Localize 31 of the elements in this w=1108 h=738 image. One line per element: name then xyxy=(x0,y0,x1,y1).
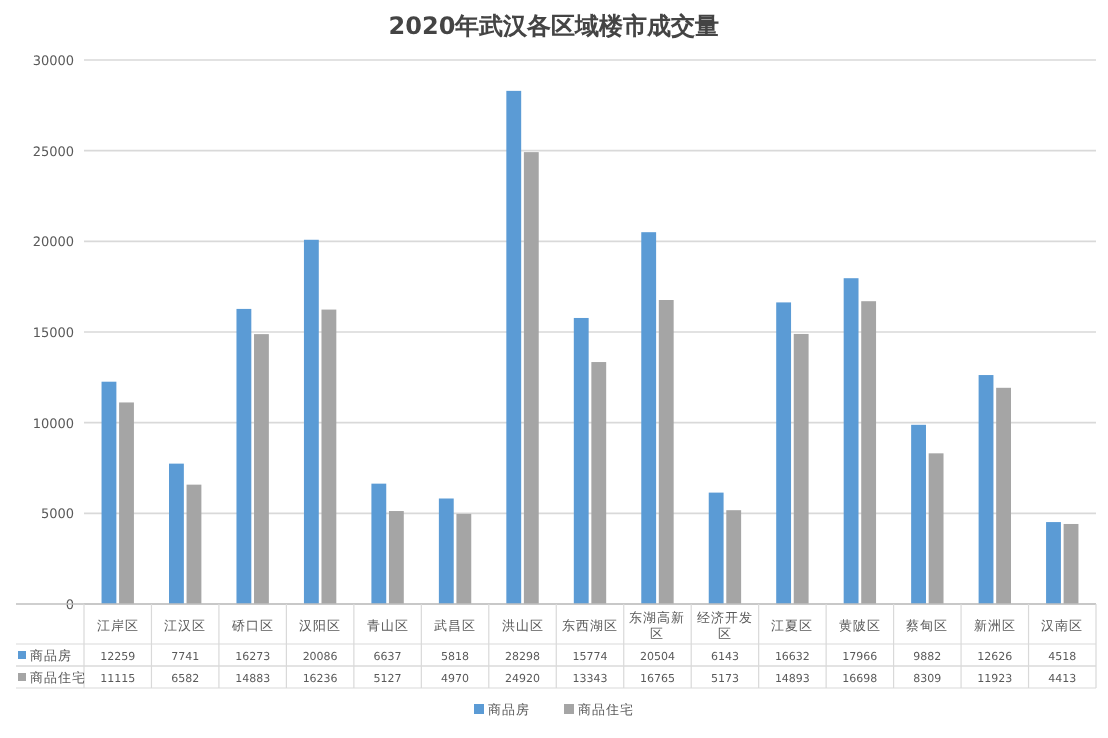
bar xyxy=(506,90,522,604)
bar xyxy=(708,492,724,604)
bar xyxy=(843,278,859,604)
bar xyxy=(236,308,252,604)
bar xyxy=(996,387,1011,604)
bar xyxy=(119,402,134,604)
bar xyxy=(793,333,809,604)
bar xyxy=(169,463,184,604)
bar xyxy=(101,381,117,604)
bar xyxy=(591,362,607,604)
bar xyxy=(186,484,202,604)
bar xyxy=(978,375,994,604)
bar xyxy=(1063,523,1079,604)
bar xyxy=(641,232,657,604)
bar xyxy=(254,334,269,604)
bar xyxy=(438,498,454,604)
bar xyxy=(928,453,944,604)
bar xyxy=(523,152,539,604)
bar xyxy=(1046,522,1061,604)
bar xyxy=(388,511,404,604)
bar xyxy=(861,301,877,604)
bar xyxy=(303,239,319,604)
bar xyxy=(726,510,742,604)
bar xyxy=(911,424,926,604)
bar xyxy=(573,317,589,604)
bar xyxy=(371,483,387,604)
bar xyxy=(776,302,792,604)
chart-title: 2020年武汉各区域楼市成交量 xyxy=(388,12,720,40)
bar xyxy=(658,299,674,604)
bar xyxy=(321,309,337,604)
bar xyxy=(456,513,472,604)
